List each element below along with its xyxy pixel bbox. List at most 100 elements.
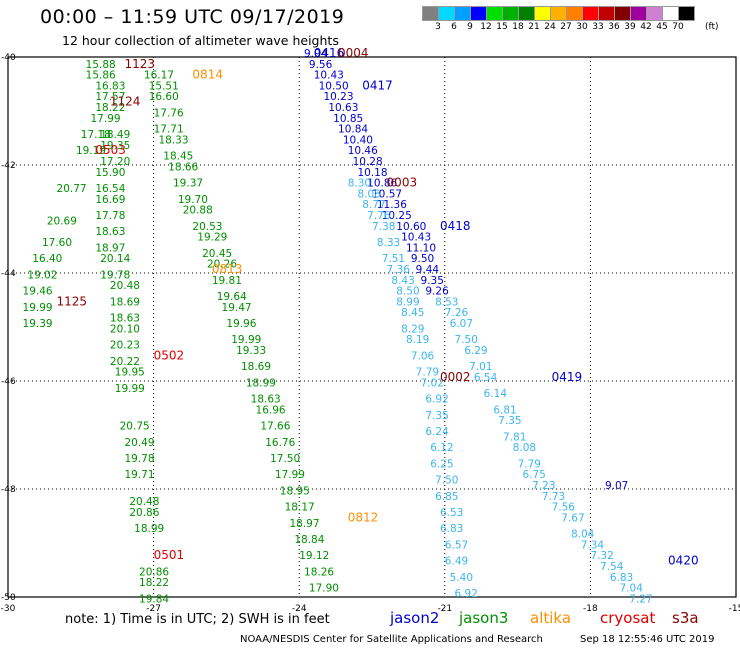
swh-data-label: 10.18	[357, 167, 387, 179]
swh-data-label: 8.04	[571, 529, 595, 541]
swh-data-label: 17.20	[100, 156, 130, 168]
swh-data-label: 20.86	[129, 507, 159, 519]
swh-data-label: 7.54	[600, 561, 624, 573]
swh-data-label: 8.33	[377, 237, 400, 249]
swh-data-label: 7.02	[421, 377, 444, 389]
swh-data-label: 10.57	[372, 188, 402, 200]
swh-data-label: 18.99	[134, 523, 164, 535]
swh-data-label: 18.63	[110, 313, 140, 325]
swh-data-label: 6.25	[430, 458, 453, 470]
footer-credit: NOAA/NESDIS Center for Satellite Applica…	[240, 634, 543, 645]
pass-time-label: 0812	[348, 510, 379, 524]
swh-data-label: 5.40	[450, 572, 473, 584]
pass-time-label: 0813	[212, 262, 243, 276]
colorbar-tick-label: 21	[528, 22, 540, 32]
note-text: note: 1) Time is in UTC; 2) SWH is in fe…	[65, 612, 330, 627]
swh-data-label: 19.19	[76, 145, 106, 157]
swh-data-label: 6.24	[425, 426, 449, 438]
swh-data-label: 10.40	[343, 134, 373, 146]
swh-data-label: 8.50	[396, 286, 419, 298]
swh-data-label: 20.88	[183, 205, 213, 217]
y-tick-label: -40	[1, 53, 16, 63]
swh-data-label: 6.29	[464, 345, 487, 357]
colorbar-tick-label: 12	[480, 22, 492, 32]
swh-data-label: 10.43	[314, 70, 344, 82]
y-tick-label: -42	[1, 161, 16, 171]
swh-data-label: 19.99	[23, 302, 53, 314]
swh-data-label: 7.04	[620, 583, 644, 595]
swh-data-label: 7.34	[581, 539, 605, 551]
x-tick-label: -27	[146, 604, 161, 614]
swh-data-label: 7.38	[372, 221, 395, 233]
swh-data-label: 7.36	[387, 264, 411, 276]
swh-data-label: 20.77	[57, 183, 87, 195]
swh-data-label: 6.49	[445, 556, 468, 568]
swh-data-label: 19.39	[23, 318, 53, 330]
page-subtitle: 12 hour collection of altimeter wave hei…	[62, 33, 339, 48]
swh-data-label: 10.43	[401, 232, 431, 244]
swh-data-label: 18.63	[95, 226, 125, 238]
colorbar-tick-label: 45	[656, 22, 668, 32]
legend-entry-jason2: jason2	[390, 609, 440, 627]
swh-data-label: 17.71	[154, 124, 184, 136]
swh-data-label: 16.40	[32, 253, 62, 265]
swh-data-label: 16.96	[256, 404, 286, 416]
pass-time-label: 0417	[362, 78, 393, 92]
colorbar-tick-label: 27	[560, 22, 572, 32]
swh-data-label: 18.84	[294, 534, 324, 546]
colorbar-tick-label: 15	[496, 22, 508, 32]
swh-data-label: 19.96	[226, 318, 256, 330]
swh-data-label: 20.10	[110, 323, 140, 335]
swh-data-label: 7.35	[498, 415, 521, 427]
swh-data-label: 19.02	[27, 269, 57, 281]
swh-data-label: 19.95	[115, 367, 145, 379]
pass-time-label: 0501	[154, 548, 185, 562]
swh-data-label: 20.49	[124, 437, 154, 449]
y-tick-label: -46	[1, 377, 16, 387]
swh-data-label: 6.57	[445, 539, 468, 551]
colorbar-tick-label: 6	[451, 22, 457, 32]
swh-data-label: 9.35	[421, 275, 444, 287]
swh-data-label: 19.99	[115, 383, 145, 395]
swh-data-label: 20.22	[110, 356, 140, 368]
swh-data-label: 20.48	[110, 280, 140, 292]
swh-data-label: 20.53	[192, 221, 222, 233]
pass-time-label: 0418	[440, 219, 471, 233]
swh-data-label: 18.33	[158, 134, 188, 146]
x-tick-label: -15	[729, 604, 740, 614]
swh-data-label: 17.60	[42, 237, 72, 249]
pass-time-label: 0003	[387, 176, 418, 190]
swh-data-label: 19.71	[124, 469, 154, 481]
swh-data-label: 18.69	[110, 296, 140, 308]
pass-time-label: 0814	[192, 68, 223, 82]
swh-data-label: 7.50	[455, 334, 478, 346]
swh-data-label: 20.48	[129, 496, 159, 508]
swh-data-label: 18.69	[241, 361, 271, 373]
swh-data-label: 6.83	[440, 523, 463, 535]
swh-data-label: 16.54	[95, 183, 125, 195]
swh-data-label: 17.57	[95, 91, 125, 103]
swh-data-label: 7.23	[532, 480, 555, 492]
y-tick-label: -50	[1, 593, 16, 603]
pass-time-label: 0002	[440, 370, 471, 384]
swh-data-label: 6.85	[435, 491, 458, 503]
swh-data-label: 9.94	[304, 48, 328, 60]
swh-data-label: 16.83	[95, 80, 125, 92]
swh-data-label: 7.51	[382, 253, 405, 265]
swh-data-label: 17.18	[81, 129, 111, 141]
legend-entry-cryosat: cryosat	[600, 609, 656, 627]
pass-time-label: 1123	[124, 57, 155, 71]
swh-data-label: 18.22	[95, 102, 125, 114]
swh-data-label: 7.35	[425, 410, 448, 422]
swh-data-label: 7.26	[445, 307, 469, 319]
legend-entry-s3a: s3a	[672, 609, 699, 627]
swh-data-label: 10.84	[338, 124, 368, 136]
swh-data-label: 9.56	[309, 59, 333, 71]
swh-data-label: 16.60	[149, 91, 179, 103]
swh-data-label: 19.46	[23, 286, 53, 298]
swh-data-label: 7.73	[542, 491, 565, 503]
colorbar-tick-label: 33	[592, 22, 604, 32]
swh-data-label: 20.86	[139, 566, 169, 578]
